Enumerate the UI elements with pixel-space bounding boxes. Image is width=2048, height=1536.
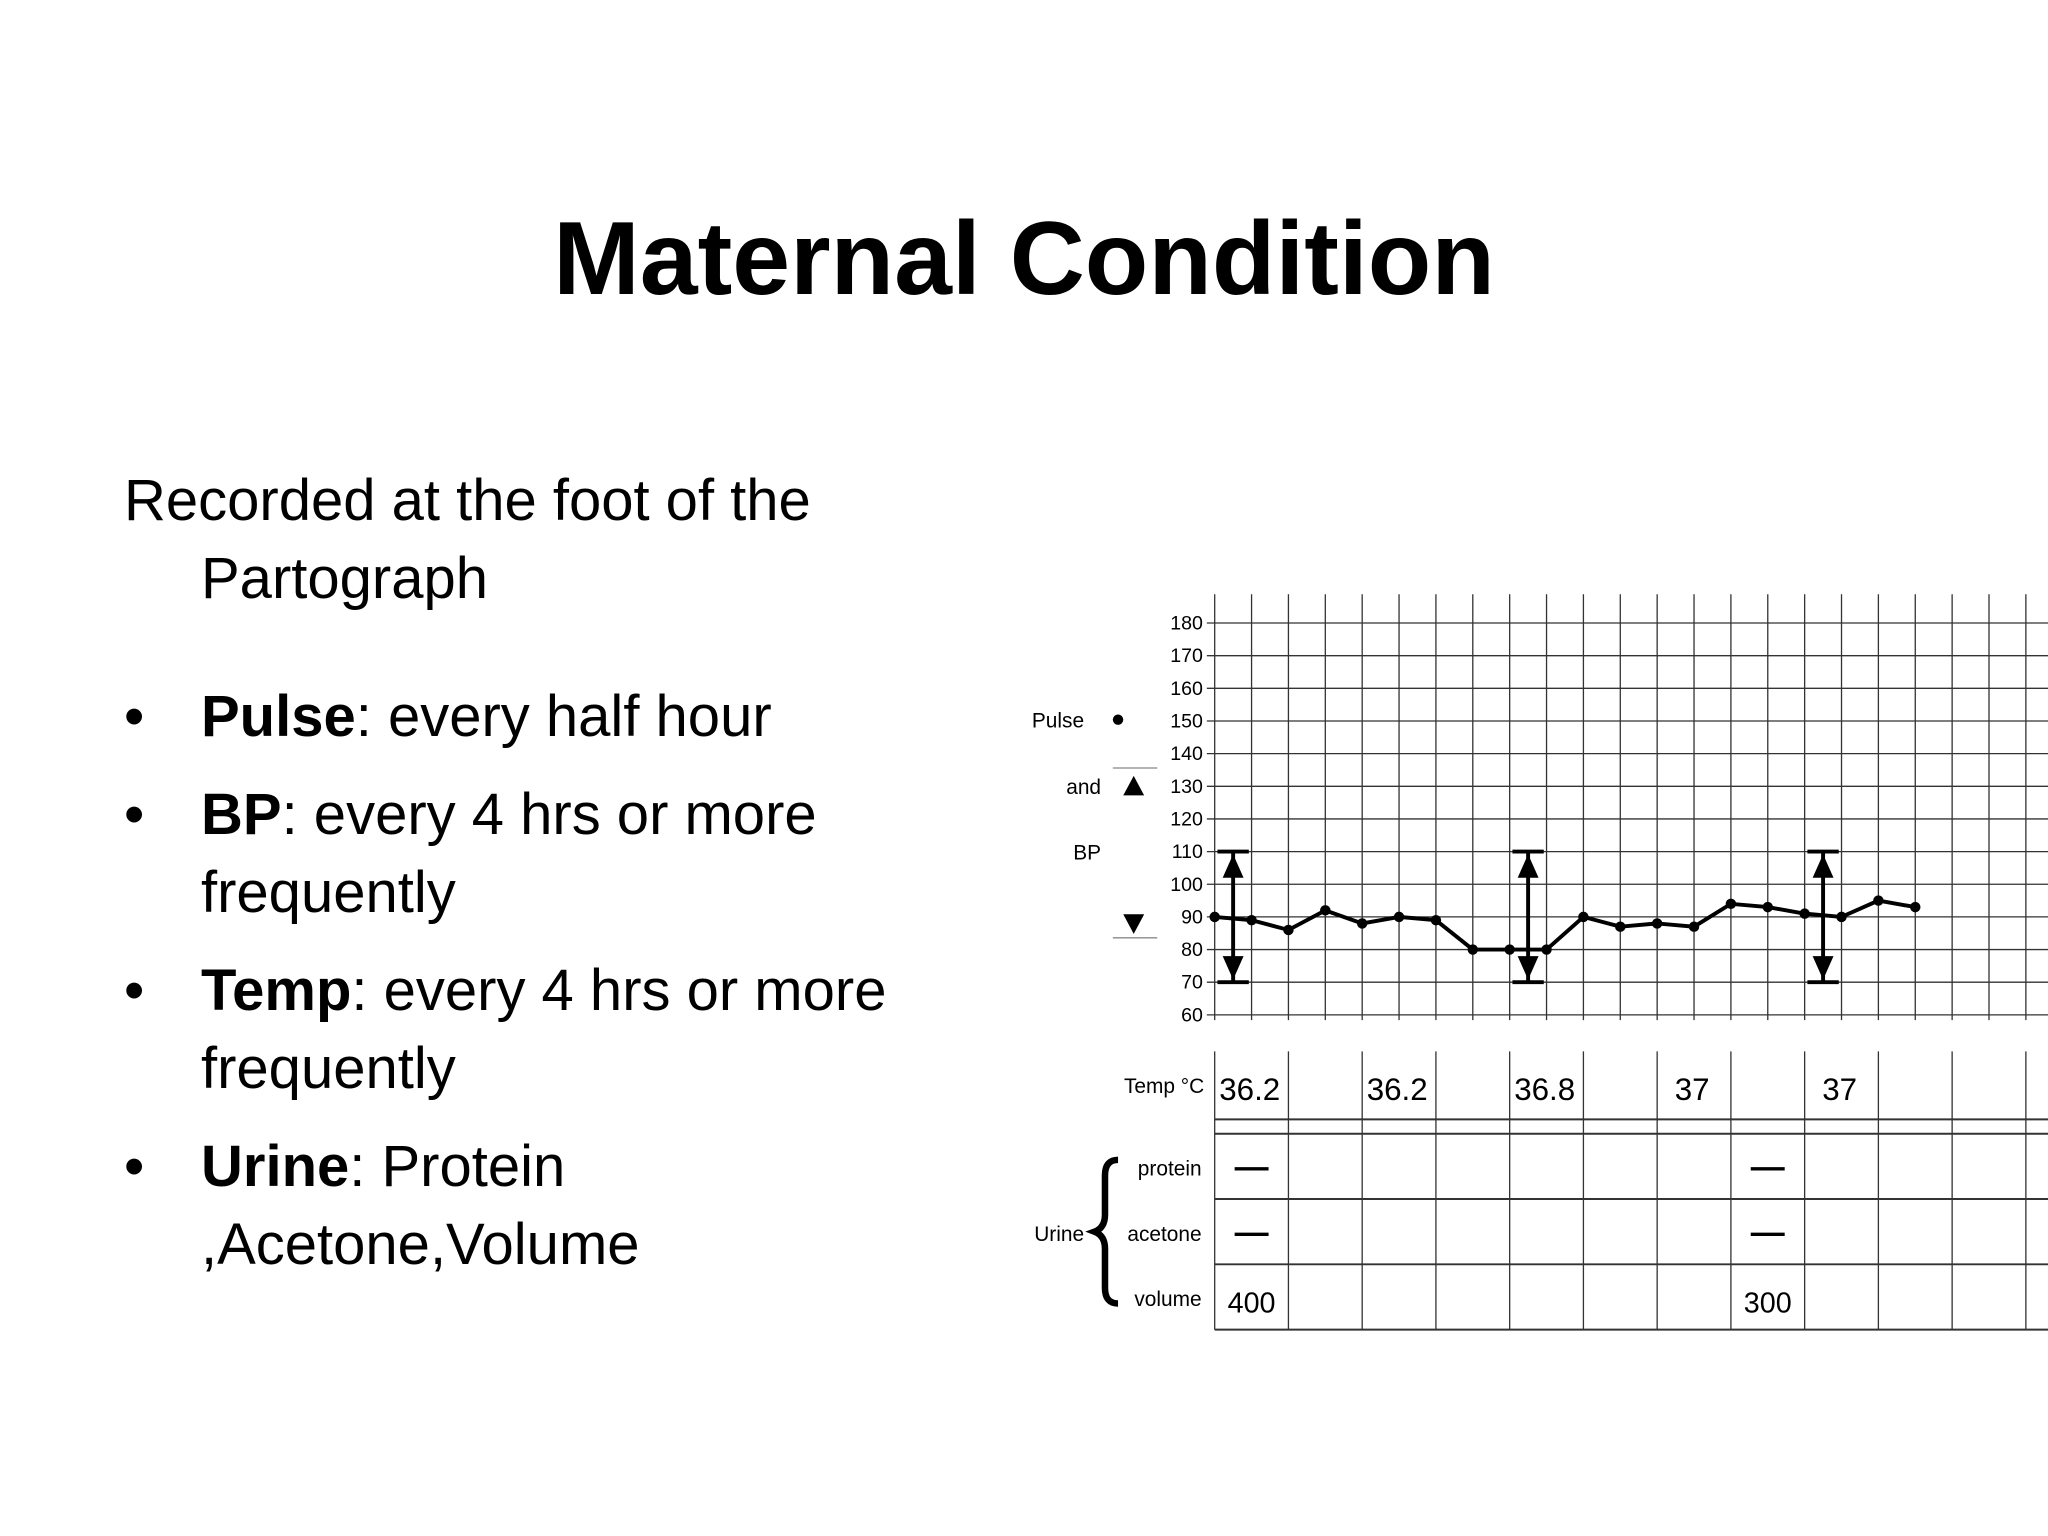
bullet-list: Pulse: every half hour BP: every 4 hrs o… bbox=[124, 678, 944, 1284]
slide-body: Recorded at the foot of the Partograph P… bbox=[124, 462, 944, 1304]
y-tick-label: 180 bbox=[1170, 613, 1203, 635]
pulse-point bbox=[1283, 924, 1294, 936]
y-tick-label: 80 bbox=[1181, 939, 1203, 961]
slide-title: Maternal Condition bbox=[553, 201, 1495, 317]
temp-label: Temp °C bbox=[1124, 1075, 1204, 1098]
y-axis-label: Pulse bbox=[1032, 710, 1084, 733]
y-tick-label: 130 bbox=[1170, 776, 1203, 798]
volume-value: 400 bbox=[1228, 1288, 1276, 1320]
protein-label: protein bbox=[1138, 1158, 1202, 1181]
temp-value: 36.8 bbox=[1514, 1072, 1575, 1107]
pulse-point bbox=[1209, 911, 1220, 923]
bullet-text: : every 4 hrs or more frequently bbox=[201, 782, 817, 925]
bullet-text: : every half hour bbox=[355, 684, 772, 749]
pulse-point bbox=[1836, 911, 1847, 923]
bp-diastolic-arrow bbox=[1222, 956, 1244, 980]
pulse-point bbox=[1356, 918, 1368, 929]
bullet-term: Urine bbox=[201, 1134, 350, 1199]
temp-value: 37 bbox=[1675, 1072, 1710, 1107]
systolic-symbol bbox=[1123, 775, 1145, 796]
pulse-point bbox=[1467, 944, 1479, 955]
y-tick-label: 110 bbox=[1172, 841, 1203, 863]
bullet-term: Temp bbox=[201, 958, 352, 1023]
bullet: Urine: Protein ,Acetone,Volume bbox=[124, 1128, 944, 1284]
protein-value: — bbox=[1751, 1148, 1785, 1186]
bullet-term: BP bbox=[201, 782, 282, 847]
pulse-point bbox=[1873, 895, 1884, 906]
y-tick-label: 170 bbox=[1170, 645, 1203, 667]
pulse-point bbox=[1615, 921, 1626, 932]
bullet: Temp: every 4 hrs or more frequently bbox=[124, 952, 944, 1108]
bp-diastolic-arrow bbox=[1812, 956, 1834, 980]
temp-value: 36.2 bbox=[1367, 1072, 1428, 1107]
bullet-term: Pulse bbox=[201, 684, 356, 749]
pulse-point bbox=[1541, 944, 1552, 955]
y-axis-label: BP bbox=[1073, 841, 1101, 864]
acetone-label: acetone bbox=[1127, 1223, 1201, 1246]
bp-systolic-arrow bbox=[1222, 854, 1244, 878]
urine-brace bbox=[1085, 1156, 1119, 1307]
bullet-text: : Protein ,Acetone,Volume bbox=[201, 1134, 640, 1277]
acetone-value: — bbox=[1235, 1213, 1269, 1251]
volume-label: volume bbox=[1134, 1288, 1201, 1311]
pulse-point bbox=[1910, 901, 1921, 913]
bp-systolic-arrow bbox=[1517, 854, 1539, 878]
bp-diastolic-arrow bbox=[1517, 956, 1539, 980]
pulse-point bbox=[1688, 921, 1700, 932]
pulse-point bbox=[1799, 908, 1810, 919]
acetone-value: — bbox=[1751, 1213, 1785, 1251]
temp-value: 36.2 bbox=[1219, 1072, 1280, 1107]
pulse-point bbox=[1762, 901, 1773, 913]
pulse-point bbox=[1578, 911, 1589, 923]
intro-text: Recorded at the foot of the Partograph bbox=[124, 468, 811, 611]
protein-value: — bbox=[1235, 1148, 1269, 1186]
pulse-line bbox=[1214, 898, 1916, 952]
y-tick-label: 70 bbox=[1181, 972, 1203, 994]
bullet: BP: every 4 hrs or more frequently bbox=[124, 776, 944, 932]
y-tick-label: 90 bbox=[1181, 906, 1203, 928]
y-tick-label: 100 bbox=[1170, 874, 1203, 896]
urine-label: Urine bbox=[1034, 1223, 1084, 1246]
bp-systolic-arrow bbox=[1812, 854, 1834, 878]
diastolic-symbol bbox=[1123, 914, 1145, 934]
y-tick-label: 150 bbox=[1170, 711, 1203, 733]
pulse-symbol bbox=[1112, 714, 1124, 725]
y-tick-label: 120 bbox=[1170, 808, 1203, 830]
y-axis-label: and bbox=[1066, 776, 1101, 799]
temp-value: 37 bbox=[1822, 1072, 1857, 1107]
pulse-point bbox=[1320, 905, 1331, 916]
pulse-point bbox=[1430, 914, 1442, 926]
y-tick-label: 60 bbox=[1181, 1004, 1203, 1026]
bullet: Pulse: every half hour bbox=[124, 678, 944, 756]
pulse-point bbox=[1246, 914, 1257, 926]
pulse-point bbox=[1651, 918, 1663, 929]
pulse-point bbox=[1393, 911, 1405, 923]
pulse-point bbox=[1504, 944, 1515, 955]
pulse-point bbox=[1725, 898, 1737, 910]
bullet-text: : every 4 hrs or more frequently bbox=[201, 958, 887, 1101]
y-tick-label: 140 bbox=[1170, 743, 1203, 765]
volume-value: 300 bbox=[1744, 1288, 1792, 1320]
y-tick-label: 160 bbox=[1170, 678, 1203, 700]
